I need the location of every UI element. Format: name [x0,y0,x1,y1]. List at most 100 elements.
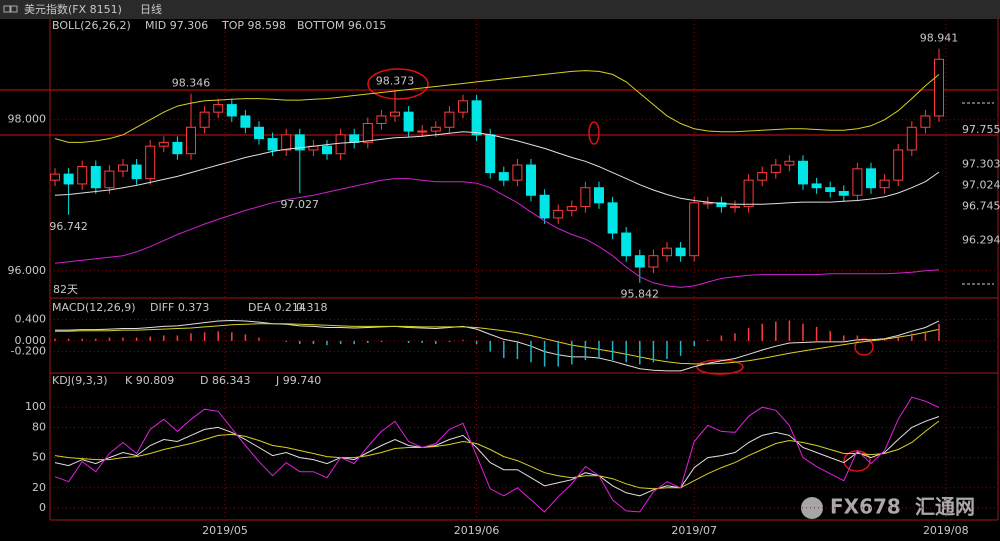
candle-body [471,100,482,136]
x-tick-label: 2019/08 [923,524,969,537]
period-label: 82天 [53,283,78,296]
candle-body [63,173,74,185]
candle-body [580,187,591,208]
watermark: 汇通网 [915,495,975,519]
indicator-line [54,416,940,497]
price-annotation: 98.941 [920,32,959,45]
price-annotation: 98.373 [376,75,415,88]
annotation-circle [696,359,744,375]
candle-body [104,170,115,189]
x-tick-label: 2019/07 [671,524,717,537]
candle-body [730,206,740,209]
y-tick-label: 0 [39,501,46,514]
candle-body [417,130,428,133]
watermark: FX678 [830,495,901,519]
period-selector[interactable]: 日线 [140,2,162,16]
candle-body [390,111,400,117]
legend-entry: DEA 0.214 [248,301,306,314]
candle-body [634,255,645,268]
legend-entry: K 90.809 [125,374,174,387]
candle-body [743,179,754,208]
candle-body [893,149,904,181]
candle-body [322,145,332,155]
candle-body [77,166,88,185]
candle-body [539,194,550,219]
candle-body [702,202,713,205]
candle-body [920,115,931,128]
candle-body [621,232,632,257]
candle-body [553,209,564,219]
candle-body [267,138,278,151]
candle-body [145,145,156,180]
legend-entry: BOTTOM 96.015 [297,19,386,32]
candle-body [526,164,536,196]
candle-body [335,134,346,155]
candle-body [254,126,264,140]
indicator-line [54,420,940,490]
candle-body [770,164,781,174]
candle-body [226,104,237,117]
candle-body [784,160,795,166]
y-tick-label: 100 [25,400,46,413]
candle-body [444,111,455,128]
price-annotation: 97.027 [281,198,320,211]
candle-body [662,247,672,257]
candle-body [213,104,224,113]
candle-body [172,141,183,155]
candle-body [458,100,468,113]
indicator-label: MACD(12,26,9) [52,301,136,314]
candle-body [118,164,128,172]
right-price-label: 97.024 [962,178,1000,191]
candle-body [199,111,210,128]
indicator-line [54,70,940,143]
legend-entry: MID 97.306 [145,19,208,32]
candle-body [798,160,808,185]
y-tick-label: 50 [32,451,46,464]
candle-body [934,58,944,117]
chart-title[interactable]: 美元指数(FX 8151) [24,2,122,16]
window-icon [3,5,11,13]
candle-body [512,164,523,181]
indicator-line [55,319,940,372]
candle-body [376,115,387,124]
top-bar [0,0,1000,19]
price-annotation: 95.842 [621,288,660,301]
indicator-line [54,131,940,205]
candle-body [866,168,876,189]
x-tick-label: 2019/06 [454,524,500,537]
candle-body [838,190,849,196]
right-price-label: 97.303 [962,157,1000,170]
indicator-line [55,323,940,365]
price-annotation: 96.742 [49,220,88,233]
watermark-logo [801,497,823,519]
y-tick-label: 20 [32,481,46,494]
legend-entry: TOP 98.598 [221,19,286,32]
annotation-circle [588,121,600,145]
x-tick-label: 2019/05 [202,524,248,537]
y-tick-label: -0.200 [11,345,46,358]
right-price-label: 96.294 [962,234,1000,247]
annotation-circle [367,68,429,100]
right-price-label: 96.745 [962,200,1000,213]
candle-body [675,247,686,257]
legend-entry: DIFF 0.373 [150,301,209,314]
candle-body [716,202,727,208]
candle-body [811,183,822,189]
candle-body [498,172,509,181]
candle-body [594,187,604,204]
candle-body [50,173,60,181]
price-annotation: 98.346 [172,77,211,90]
candle-body [852,168,863,196]
right-price-label: 97.755 [962,123,1000,136]
annotation-circle [854,338,874,356]
candle-body [281,134,292,151]
candle-body [430,126,441,132]
candle-body [403,111,414,132]
indicator-line [54,396,940,513]
y-tick-label: 96.000 [8,264,47,277]
legend-entry: 0.318 [296,301,328,314]
candle-body [757,172,768,181]
y-tick-label: 0.400 [15,312,47,325]
candle-body [131,164,142,180]
